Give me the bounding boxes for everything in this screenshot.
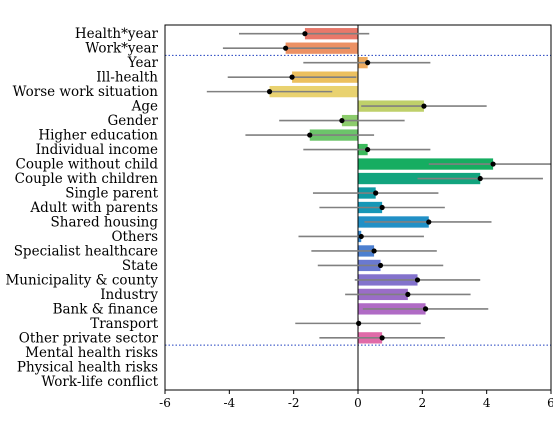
x-tick-label: 2 (419, 396, 427, 410)
point-estimate (356, 320, 362, 326)
category-label: Health*year (75, 26, 159, 42)
point-estimate (426, 219, 432, 225)
category-label: Other private sector (19, 330, 159, 346)
bar (358, 158, 494, 170)
x-axis-ticks: -6 -4 -2 0 2 4 6 (159, 390, 553, 410)
category-labels: Health*yearWork*yearYearIll-healthWorse … (5, 26, 158, 390)
category-label: Work-life conflict (41, 374, 158, 390)
point-estimate (365, 60, 371, 66)
category-label: Industry (100, 287, 158, 303)
category-label: Transport (90, 316, 158, 332)
x-tick-label: 4 (483, 396, 491, 410)
category-label: Gender (107, 113, 158, 129)
category-label: Age (131, 99, 158, 115)
category-label: Mental health risks (25, 345, 158, 361)
category-label: Higher education (38, 128, 158, 144)
category-label: Bank & finance (53, 301, 158, 317)
x-tick-label: -6 (159, 396, 171, 410)
point-estimate (373, 190, 379, 196)
point-estimate (339, 117, 345, 124)
point-estimate (421, 103, 427, 109)
point-estimate (405, 291, 411, 298)
point-estimate (289, 74, 295, 80)
category-label: Ill-health (96, 70, 158, 86)
point-estimate (266, 89, 273, 95)
point-estimate (371, 248, 377, 254)
point-estimate (477, 175, 483, 182)
x-tick-label: 6 (547, 396, 553, 410)
point-estimate (490, 161, 496, 167)
category-label: Shared housing (51, 214, 159, 230)
point-estimate (307, 132, 313, 138)
category-label: Couple with children (15, 171, 159, 187)
point-estimate (414, 277, 421, 283)
point-estimate (379, 204, 385, 211)
category-label: Worse work situation (13, 84, 159, 100)
category-label: Specialist healthcare (14, 243, 158, 259)
category-label: Work*year (85, 41, 158, 57)
category-label: State (122, 258, 158, 274)
category-label: Single parent (65, 186, 158, 202)
point-estimate (358, 233, 364, 240)
category-label: Year (127, 55, 159, 71)
point-estimate (377, 262, 384, 269)
category-label: Municipality & county (5, 272, 158, 288)
point-estimate (379, 335, 385, 341)
point-estimate (283, 45, 289, 51)
point-estimate (302, 31, 308, 37)
category-label: Physical health risks (17, 359, 158, 375)
x-tick-label: -4 (223, 396, 235, 410)
x-tick-label: -2 (288, 396, 300, 410)
point-estimate (365, 146, 371, 153)
category-label: Adult with parents (29, 200, 158, 216)
point-layer (266, 31, 496, 341)
category-label: Couple without child (16, 157, 159, 173)
x-tick-label: 0 (354, 396, 362, 410)
point-estimate (422, 306, 429, 312)
bars-layer (269, 28, 494, 344)
category-label: Others (111, 229, 158, 245)
category-label: Individual income (36, 142, 158, 158)
